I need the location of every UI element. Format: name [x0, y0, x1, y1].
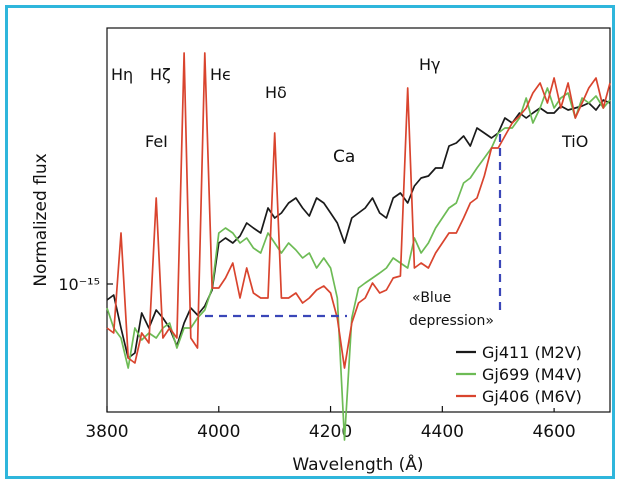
- x-tick-label-4600: 4600: [532, 422, 575, 442]
- annotation-blue-line2: depression»: [409, 313, 494, 329]
- legend-label-gj411: Gj411 (M2V): [482, 343, 582, 362]
- y-axis-label: Normalized flux: [31, 153, 51, 286]
- legend-label-gj406: Gj406 (M6V): [482, 387, 582, 406]
- series-line-2: [106, 52, 611, 369]
- annotation-h-zeta: Hζ: [150, 65, 171, 84]
- annotation-h-delta: Hδ: [265, 83, 287, 102]
- legend-box: [452, 338, 606, 408]
- legend-label-gj699: Gj699 (M4V): [482, 365, 582, 384]
- x-tick-label-4000: 4000: [197, 422, 240, 442]
- annotation-blue-line1: «Blue: [412, 290, 451, 306]
- annotation-tio: TiO: [561, 132, 588, 151]
- x-axis-label: Wavelength (Å): [292, 453, 423, 475]
- x-tick-label-4200: 4200: [309, 422, 352, 442]
- legend: Gj411 (M2V) Gj699 (M4V) Gj406 (M6V): [452, 338, 606, 408]
- x-ticks: 3800 4000 4200 4400 4600: [85, 406, 576, 442]
- series-layer: [106, 52, 611, 441]
- annotation-h-epsilon: Hϵ: [210, 65, 232, 84]
- plot-area: [106, 27, 611, 413]
- x-tick-label-3800: 3800: [85, 422, 128, 442]
- y-tick-label: 10⁻¹⁵: [58, 275, 100, 294]
- annotation-ca: Ca: [333, 147, 355, 167]
- annotation-fei: FeI: [145, 132, 168, 151]
- x-tick-label-4400: 4400: [421, 422, 464, 442]
- annotation-h-eta: Hη: [111, 65, 133, 84]
- annotation-h-gamma: Hγ: [419, 55, 441, 74]
